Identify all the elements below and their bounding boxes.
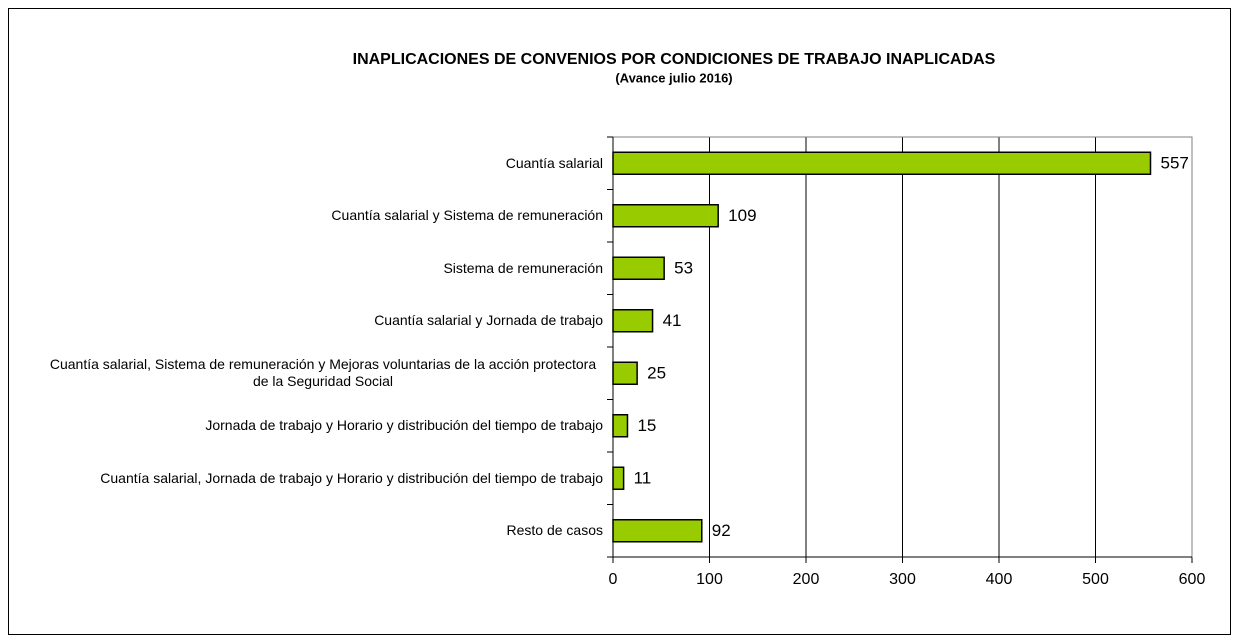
y-tick-label-box: Cuantía salarial y Jornada de trabajo — [20, 295, 603, 347]
y-tick-label: Cuantía salarial y Sistema de remuneraci… — [331, 207, 603, 224]
value-label: 109 — [728, 206, 756, 225]
bar — [612, 151, 1152, 175]
value-label: 92 — [712, 521, 731, 540]
value-label: 15 — [637, 416, 656, 435]
x-tick-label: 0 — [609, 571, 618, 588]
bar — [612, 309, 654, 333]
bar — [612, 466, 625, 490]
y-tick-label: Cuantía salarial, Sistema de remuneració… — [49, 356, 597, 390]
chart-title: INAPLICACIONES DE CONVENIOS POR CONDICIO… — [353, 51, 996, 68]
x-tick-label: 600 — [1179, 571, 1206, 588]
y-tick-label: Cuantía salarial, Jornada de trabajo y H… — [100, 469, 603, 486]
bar — [612, 204, 719, 228]
bar — [612, 361, 638, 385]
y-tick-label: Sistema de remuneración — [443, 259, 603, 276]
y-tick-label-box: Jornada de trabajo y Horario y distribuc… — [20, 400, 603, 452]
y-tick-label-box: Cuantía salarial — [20, 137, 603, 189]
y-tick-label: Cuantía salarial — [505, 154, 603, 171]
value-label: 25 — [647, 364, 666, 383]
value-label: 11 — [634, 469, 652, 488]
bar — [612, 519, 703, 543]
y-tick-label-box: Cuantía salarial, Jornada de trabajo y H… — [20, 452, 603, 504]
x-tick-label: 100 — [696, 571, 723, 588]
y-tick-label: Jornada de trabajo y Horario y distribuc… — [205, 417, 603, 434]
x-tick-label: 500 — [1082, 571, 1109, 588]
x-tick-label: 200 — [793, 571, 820, 588]
y-tick-label-box: Sistema de remuneración — [20, 242, 603, 294]
bar — [612, 256, 665, 280]
x-tick-label: 300 — [889, 571, 916, 588]
y-tick-label-box: Resto de casos — [20, 505, 604, 557]
bar — [612, 414, 629, 438]
value-label: 41 — [663, 311, 682, 330]
x-tick-label: 400 — [986, 571, 1013, 588]
y-tick-label: Cuantía salarial y Jornada de trabajo — [374, 312, 603, 329]
value-label: 53 — [674, 259, 693, 278]
chart-subtitle: (Avance julio 2016) — [615, 70, 732, 85]
y-tick-label: Resto de casos — [506, 522, 604, 539]
value-label: 557 — [1161, 154, 1189, 173]
y-tick-label-box: Cuantía salarial, Sistema de remuneració… — [20, 347, 603, 399]
y-tick-label-box: Cuantía salarial y Sistema de remuneraci… — [20, 190, 603, 242]
